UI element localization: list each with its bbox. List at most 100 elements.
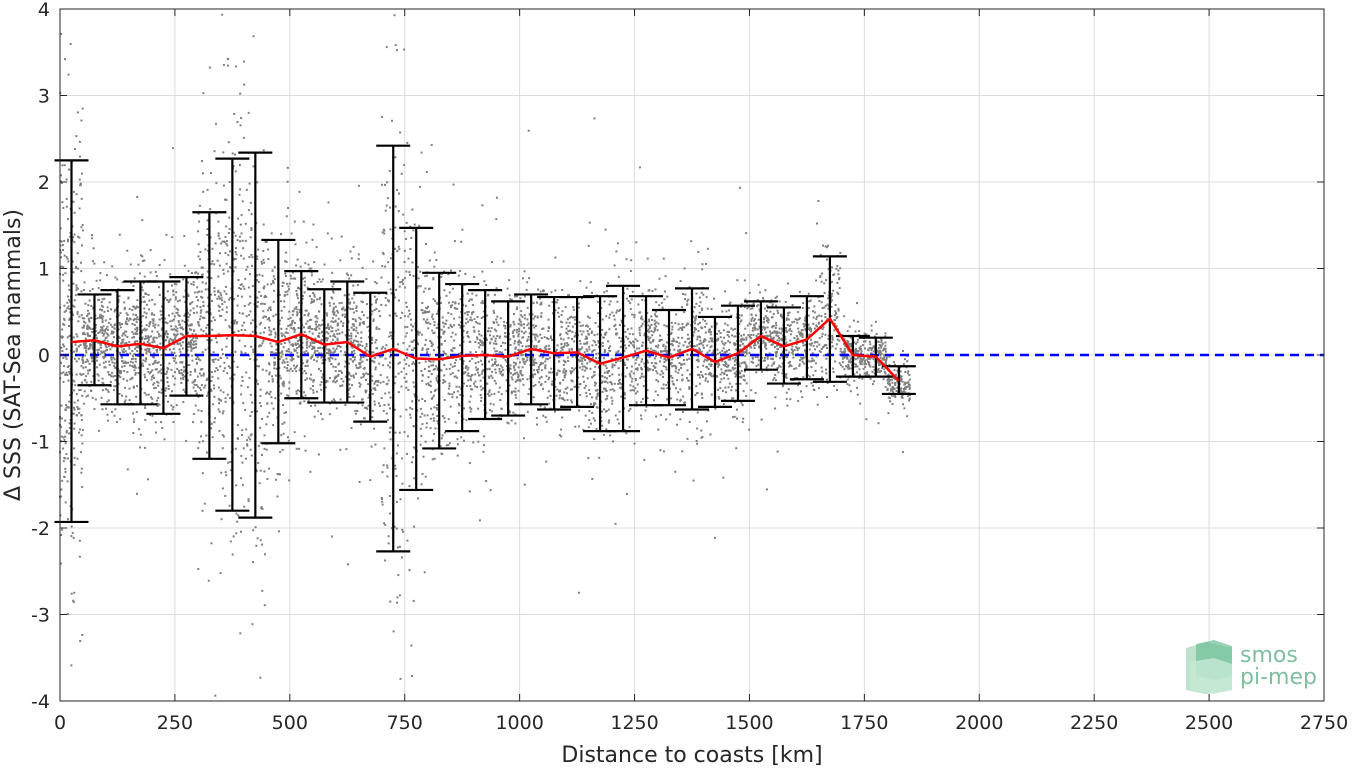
scatter-point xyxy=(850,345,853,348)
scatter-point xyxy=(200,420,203,423)
scatter-point xyxy=(796,347,799,350)
scatter-point xyxy=(779,338,782,341)
scatter-point xyxy=(582,330,585,333)
scatter-point xyxy=(280,332,283,335)
scatter-point xyxy=(547,326,550,329)
scatter-point xyxy=(383,522,386,525)
scatter-point xyxy=(133,336,135,339)
scatter-point xyxy=(373,361,376,364)
scatter-point xyxy=(121,281,124,284)
scatter-point xyxy=(198,372,201,375)
scatter-point xyxy=(574,425,577,428)
scatter-point xyxy=(423,414,426,417)
scatter-point xyxy=(519,372,522,375)
scatter-point xyxy=(425,383,428,386)
scatter-point xyxy=(68,422,71,425)
scatter-point xyxy=(636,390,639,393)
scatter-point xyxy=(194,346,197,349)
scatter-point xyxy=(372,318,375,321)
scatter-point xyxy=(628,332,631,335)
scatter-point xyxy=(64,58,66,61)
scatter-point xyxy=(212,403,214,406)
scatter-point xyxy=(158,391,161,394)
scatter-point xyxy=(258,323,261,326)
scatter-point xyxy=(87,304,90,307)
scatter-point xyxy=(526,340,529,342)
scatter-point xyxy=(552,312,554,315)
scatter-point xyxy=(344,375,347,378)
scatter-point xyxy=(831,338,834,341)
scatter-point xyxy=(683,311,686,314)
scatter-point xyxy=(908,378,911,381)
scatter-point xyxy=(545,357,548,360)
scatter-point xyxy=(763,328,766,331)
scatter-point xyxy=(67,284,70,287)
scatter-point xyxy=(433,406,436,409)
scatter-point xyxy=(612,314,615,317)
scatter-point xyxy=(105,336,108,339)
scatter-point xyxy=(419,285,422,288)
scatter-point xyxy=(295,336,298,339)
scatter-point xyxy=(670,353,673,356)
scatter-point xyxy=(205,326,208,329)
scatter-point xyxy=(192,421,194,424)
scatter-point xyxy=(775,295,778,298)
scatter-point xyxy=(202,301,205,304)
scatter-point xyxy=(66,480,69,483)
scatter-point xyxy=(216,297,219,300)
scatter-point xyxy=(707,409,710,412)
scatter-point xyxy=(285,215,288,218)
scatter-point xyxy=(328,360,331,363)
scatter-point xyxy=(568,348,571,351)
scatter-point xyxy=(604,387,607,390)
scatter-point xyxy=(444,420,447,423)
scatter-point xyxy=(173,328,176,331)
scatter-point xyxy=(459,352,462,354)
scatter-point xyxy=(384,209,387,212)
scatter-point xyxy=(791,345,794,348)
scatter-point xyxy=(256,274,259,277)
scatter-point xyxy=(774,373,777,376)
scatter-point xyxy=(95,356,98,359)
scatter-point xyxy=(659,414,662,417)
scatter-point xyxy=(294,321,296,324)
scatter-point xyxy=(203,317,206,319)
scatter-point xyxy=(864,366,867,369)
scatter-point xyxy=(467,320,469,323)
scatter-point xyxy=(366,358,369,361)
scatter-point xyxy=(324,386,327,389)
scatter-point xyxy=(348,362,351,365)
scatter-point xyxy=(833,384,836,387)
scatter-point xyxy=(190,328,193,331)
scatter-point xyxy=(646,312,649,314)
scatter-point xyxy=(374,368,377,371)
scatter-point xyxy=(330,341,333,344)
scatter-point xyxy=(194,390,197,392)
scatter-point xyxy=(336,332,339,335)
scatter-point xyxy=(260,344,263,347)
scatter-point xyxy=(432,364,434,367)
scatter-point xyxy=(520,310,523,313)
scatter-point xyxy=(175,283,178,286)
scatter-point xyxy=(388,314,391,317)
scatter-point xyxy=(487,294,490,297)
scatter-point xyxy=(642,385,645,388)
scatter-point xyxy=(854,365,857,368)
scatter-point xyxy=(751,339,754,342)
scatter-point xyxy=(413,385,416,388)
scatter-point xyxy=(159,364,162,366)
scatter-point xyxy=(816,341,819,344)
scatter-point xyxy=(148,321,151,324)
scatter-point xyxy=(483,352,485,355)
scatter-point xyxy=(762,339,765,342)
scatter-point xyxy=(750,360,753,363)
scatter-point xyxy=(492,320,495,323)
scatter-point xyxy=(313,415,316,418)
scatter-point xyxy=(99,342,102,345)
scatter-point xyxy=(262,316,265,319)
scatter-point xyxy=(189,373,192,376)
scatter-point xyxy=(353,293,356,296)
scatter-point xyxy=(620,387,623,390)
scatter-point xyxy=(703,360,706,363)
scatter-point xyxy=(512,411,515,414)
